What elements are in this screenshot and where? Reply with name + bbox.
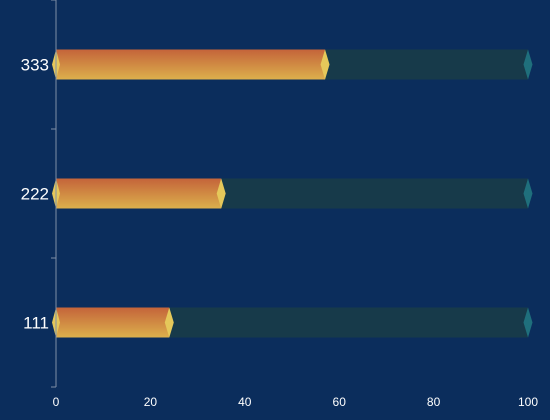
axis-group [51, 0, 57, 388]
bar-track-cap [523, 178, 533, 209]
x-tick-label: 0 [53, 395, 60, 409]
bar-track-cap [523, 307, 533, 338]
bar-group [52, 49, 330, 338]
x-tick-label: 60 [333, 395, 347, 409]
x-tick-label: 20 [144, 395, 158, 409]
category-label: 222 [21, 185, 49, 204]
bar-111 [56, 307, 170, 338]
bar-end-cap [164, 307, 174, 338]
x-tick-label: 40 [238, 395, 252, 409]
bar-333 [56, 49, 326, 80]
bar-end-cap [216, 178, 226, 209]
category-label: 333 [21, 56, 49, 75]
x-tick-label: 100 [518, 395, 538, 409]
bar-222 [56, 178, 222, 209]
bar-track-cap [523, 49, 533, 80]
category-label: 111 [23, 314, 49, 333]
label-group: 333 222 111 0 20 40 60 80 100 [21, 56, 539, 410]
x-tick-label: 80 [427, 395, 441, 409]
bar-end-cap [320, 49, 330, 80]
